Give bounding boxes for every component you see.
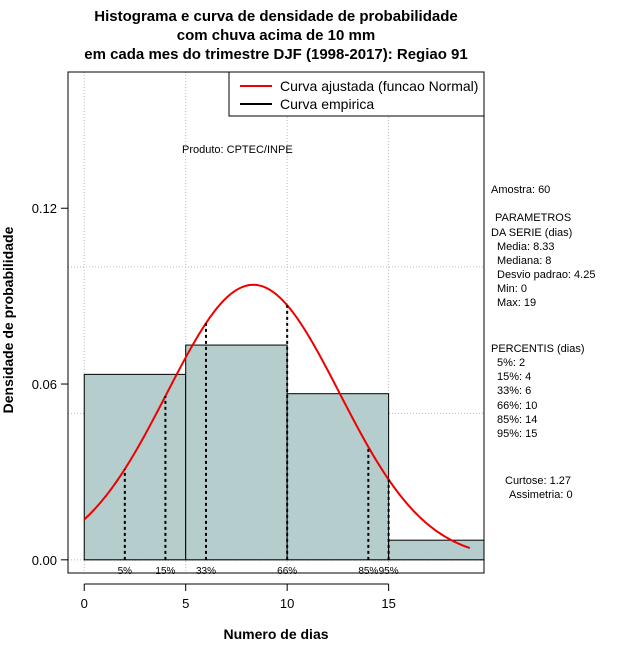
x-tick-label: 10 xyxy=(280,596,294,611)
percentile-lines: 5% 15% 33% 66% 85% 95% xyxy=(118,305,399,577)
percentile-label: 95% xyxy=(379,566,399,577)
x-tick-label: 15 xyxy=(381,596,395,611)
histogram-bar xyxy=(83,373,187,561)
x-axis-title: Numero de dias xyxy=(223,626,328,642)
histogram-bar xyxy=(388,539,485,561)
percentil-15: 15%: 4 xyxy=(497,371,531,383)
y-tick-label: 0.00 xyxy=(32,553,57,568)
percentile-label: 85% xyxy=(358,566,378,577)
percentil-85: 85%: 14 xyxy=(497,414,537,426)
percentile-label: 5% xyxy=(118,566,133,577)
legend: Curva ajustada (funcao Normal) Curva emp… xyxy=(228,71,485,117)
percentil-95: 95%: 15 xyxy=(497,428,537,440)
side-panel: Amostra: 60 PARAMETROS DA SERIE (dias) M… xyxy=(491,184,595,501)
percentile-label: 66% xyxy=(277,566,297,577)
percentil-5: 5%: 2 xyxy=(497,357,525,369)
param-media: Media: 8.33 xyxy=(497,241,554,253)
histogram-bars xyxy=(83,344,485,561)
x-tick-label: 5 xyxy=(182,596,189,611)
param-mediana: Mediana: 8 xyxy=(497,255,551,267)
histogram-bar xyxy=(185,344,288,561)
legend-label-empirical: Curva empirica xyxy=(280,96,374,112)
param-desvio: Desvio padrao: 4.25 xyxy=(497,269,595,281)
normal-curve xyxy=(83,283,471,549)
param-max: Max: 19 xyxy=(497,297,536,309)
curtose: Curtose: 1.27 xyxy=(505,475,571,487)
percentil-66: 66%: 10 xyxy=(497,400,537,412)
params-title-1: PARAMETROS xyxy=(495,212,571,224)
sample-size: Amostra: 60 xyxy=(491,184,550,196)
chart-title-line-1: Histograma e curva de densidade de proba… xyxy=(94,8,457,25)
legend-box xyxy=(228,71,485,117)
params-title-2: DA SERIE (dias) xyxy=(491,227,572,239)
param-min: Min: 0 xyxy=(497,283,527,295)
percentile-label: 33% xyxy=(196,566,216,577)
y-tick-label: 0.06 xyxy=(32,377,57,392)
percentis-title: PERCENTIS (dias) xyxy=(491,343,585,355)
curve-layer xyxy=(83,283,471,549)
assimetria: Assimetria: 0 xyxy=(509,489,573,501)
chart-title-line-2: com chuva acima de 10 mm xyxy=(177,27,375,44)
percentil-33: 33%: 6 xyxy=(497,385,531,397)
product-note: Produto: CPTEC/INPE xyxy=(182,144,293,156)
legend-label-normal: Curva ajustada (funcao Normal) xyxy=(280,78,478,94)
y-axis-title: Densidade de probabilidade xyxy=(0,226,16,413)
x-tick-label: 0 xyxy=(81,596,88,611)
percentile-label: 15% xyxy=(155,566,175,577)
chart-title-line-3: em cada mes do trimestre DJF (1998-2017)… xyxy=(84,46,468,63)
y-tick-label: 0.12 xyxy=(32,201,57,216)
histogram-bar xyxy=(286,393,390,561)
